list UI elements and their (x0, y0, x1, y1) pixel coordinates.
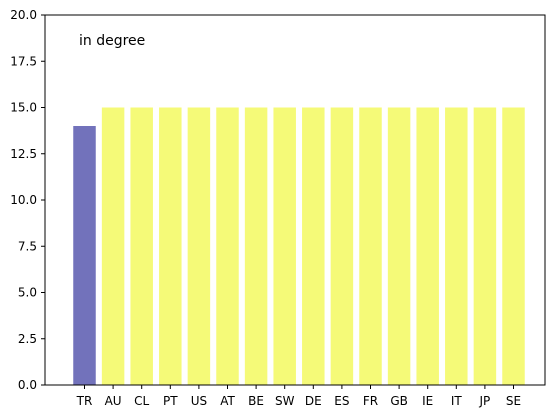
x-tick-label-jp: JP (479, 394, 491, 408)
x-tick-label-it: IT (451, 394, 463, 408)
x-tick-label-at: AT (220, 394, 235, 408)
x-tick-label-sw: SW (275, 394, 295, 408)
bar-pt (159, 107, 182, 385)
x-tick-label-us: US (191, 394, 207, 408)
x-tick-label-pt: PT (163, 394, 178, 408)
x-tick-label-fr: FR (363, 394, 378, 408)
bar-fr (359, 107, 382, 385)
bar-se (502, 107, 525, 385)
y-tick-label: 10.0 (10, 193, 37, 207)
y-tick-label: 20.0 (10, 8, 37, 22)
bar-tr (73, 126, 96, 385)
x-tick-label-es: ES (334, 394, 349, 408)
bar-sw (273, 107, 296, 385)
chart-annotation: in degree (79, 33, 145, 49)
x-tick-label-ie: IE (422, 394, 433, 408)
y-tick-label: 2.5 (18, 332, 37, 346)
bar-jp (473, 107, 497, 385)
x-tick-label-tr: TR (76, 394, 93, 408)
y-tick-label: 5.0 (18, 286, 37, 300)
x-tick-label-be: BE (248, 394, 264, 408)
plot-frame (44, 14, 546, 386)
y-tick-label: 0.0 (18, 378, 37, 392)
y-tick-label: 15.0 (10, 101, 37, 115)
y-tick-label: 12.5 (10, 147, 37, 161)
x-tick-label-se: SE (506, 394, 521, 408)
bar-es (330, 107, 354, 385)
bar-us (187, 107, 211, 385)
bar-au (101, 107, 125, 385)
x-tick-label-gb: GB (390, 394, 408, 408)
bar-at (216, 107, 239, 385)
bar-cl (130, 107, 153, 385)
bar-ie (416, 107, 439, 385)
x-axis: TR AU CL PT US AT BE SW DE ES FR GB IE IT JP SE (76, 385, 521, 408)
bars-group (73, 107, 525, 385)
bar-de (302, 107, 325, 385)
x-tick-label-de: DE (305, 394, 322, 408)
y-axis: 0.0 2.5 5.0 7.5 10.0 12.5 15.0 17.5 20.0 (10, 8, 45, 392)
y-tick-label: 7.5 (18, 239, 37, 253)
bar-be (244, 107, 268, 385)
bar-it (445, 107, 468, 385)
y-tick-label: 17.5 (10, 54, 37, 68)
bar-gb (387, 107, 411, 385)
x-tick-label-au: AU (105, 394, 122, 408)
x-tick-label-cl: CL (134, 394, 149, 408)
